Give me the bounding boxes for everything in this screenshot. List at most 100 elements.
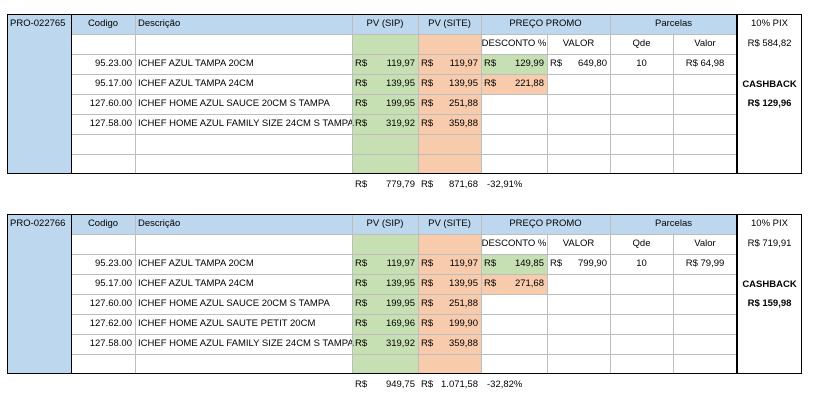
pv-site-column	[418, 34, 481, 174]
cell-sip: 199,95	[385, 298, 415, 309]
cell-descricao: ICHEF AZUL TAMPA 20CM	[138, 58, 254, 69]
grid-line	[135, 14, 136, 34]
header-preco-promo: PREÇO PROMO	[509, 18, 582, 29]
header-pv-sip: PV (SIP)	[366, 218, 404, 229]
cell-descricao: ICHEF AZUL TAMPA 20CM	[138, 258, 254, 269]
cell-sip-currency: R$	[355, 258, 368, 269]
cell-promo: 271,68	[514, 278, 544, 289]
table-frame	[7, 14, 737, 174]
promo-block: PRO-022766 Codigo Descrição PV (SIP) PV (SIT…	[7, 214, 802, 390]
grid-line	[547, 234, 548, 374]
grid-line	[481, 14, 482, 174]
cell-site-currency: R$	[421, 258, 434, 269]
cell-parcelas-valor: R$ 64,98	[685, 58, 725, 69]
cell-descricao: ICHEF HOME AZUL SAUTE PETIT 20CM	[138, 318, 316, 329]
grid-line	[418, 14, 419, 174]
promo-desconto-cell	[481, 274, 547, 294]
promo-block: PRO-022765 Codigo Descrição PV (SIP) PV (SIT…	[7, 14, 802, 190]
cell-sip-currency: R$	[355, 278, 368, 289]
promo-desconto-cell	[481, 54, 547, 74]
cell-parcelas-valor: R$ 79,99	[685, 258, 725, 269]
grid-line	[135, 214, 136, 234]
cell-codigo: 127.60.00	[89, 298, 132, 309]
cell-site: 251,88	[448, 298, 478, 309]
grid-line	[71, 254, 737, 255]
cell-sip: 319,92	[385, 118, 415, 129]
promo-id-cell[interactable]	[7, 14, 71, 174]
header-parcelas: Parcelas	[655, 18, 692, 29]
total-sip-currency: R$	[355, 379, 368, 390]
cell-sip: 199,95	[385, 98, 415, 109]
total-site-currency: R$	[421, 379, 434, 390]
grid-line	[673, 34, 674, 174]
cell-sip-currency: R$	[355, 98, 368, 109]
subheader-qde: Qde	[632, 238, 651, 249]
cell-site: 359,88	[448, 338, 478, 349]
side-panel	[737, 14, 802, 174]
cell-codigo: 127.62.00	[89, 318, 132, 329]
cell-sip: 169,96	[385, 318, 415, 329]
header-pv-site: PV (SITE)	[428, 18, 471, 29]
promo-desconto-cell	[481, 254, 547, 274]
promo-desconto-cell	[481, 74, 547, 94]
grid-line	[673, 234, 674, 374]
id-divider	[71, 14, 72, 174]
subheader-parcelas-valor: Valor	[694, 38, 716, 49]
grid-line	[547, 34, 548, 174]
grid-line	[352, 214, 353, 374]
cell-sip: 119,97	[386, 258, 415, 269]
cell-descricao: ICHEF AZUL TAMPA 24CM	[138, 278, 254, 289]
total-site: 1.071,58	[441, 379, 478, 390]
cell-sip: 119,97	[386, 58, 415, 69]
cell-promo: 149,85	[514, 258, 544, 269]
pv-sip-column	[352, 34, 418, 174]
grid-line	[352, 14, 353, 174]
cell-site-currency: R$	[421, 318, 434, 329]
header-descricao: Descrição	[138, 218, 181, 229]
header-pv-sip: PV (SIP)	[366, 18, 404, 29]
cell-site-currency: R$	[421, 78, 434, 89]
cell-site: 359,88	[448, 118, 478, 129]
grid-line	[610, 214, 611, 374]
grid-line	[71, 274, 737, 275]
cell-site: 199,90	[448, 318, 478, 329]
grid-line	[418, 214, 419, 374]
grid-line	[481, 214, 482, 374]
grid-line	[135, 234, 136, 374]
pix-value: R$ 719,91	[747, 238, 792, 249]
header-descricao: Descrição	[138, 18, 181, 29]
cell-sip-currency: R$	[355, 298, 368, 309]
cell-site: 139,95	[448, 278, 478, 289]
pv-sip-column	[352, 234, 418, 374]
promo-id: PRO-022766	[10, 218, 66, 229]
cell-sip-currency: R$	[355, 318, 368, 329]
cell-valor-currency: R$	[550, 258, 563, 269]
cell-site: 251,88	[448, 98, 478, 109]
total-site-currency: R$	[421, 179, 434, 190]
cell-promo: 221,88	[514, 78, 544, 89]
header-row	[71, 14, 737, 34]
grid-line	[71, 234, 737, 235]
grid-line	[71, 334, 737, 335]
grid-line	[71, 34, 737, 35]
subheader-qde: Qde	[632, 38, 651, 49]
subheader-desconto: DESCONTO %	[481, 238, 547, 249]
grid-line	[71, 134, 737, 135]
cell-codigo: 95.23.00	[95, 258, 132, 269]
total-percent: -32,82%	[487, 379, 523, 390]
header-preco-promo: PREÇO PROMO	[509, 218, 582, 229]
promo-id-cell[interactable]	[7, 214, 71, 374]
pix-label: 10% PIX	[751, 18, 788, 29]
grid-line	[71, 114, 737, 115]
subheader-valor: VALOR	[562, 38, 595, 49]
cell-site: 119,97	[449, 258, 478, 269]
cell-site: 139,95	[448, 78, 478, 89]
cell-site-currency: R$	[421, 58, 434, 69]
grid-line	[71, 74, 737, 75]
header-codigo: Codigo	[87, 18, 119, 29]
pv-site-column	[418, 234, 481, 374]
cell-promo-currency: R$	[484, 78, 497, 89]
cell-sip: 139,95	[385, 278, 415, 289]
cell-descricao: ICHEF HOME AZUL SAUCE 20CM S TAMPA	[138, 298, 330, 309]
total-sip-currency: R$	[355, 179, 368, 190]
